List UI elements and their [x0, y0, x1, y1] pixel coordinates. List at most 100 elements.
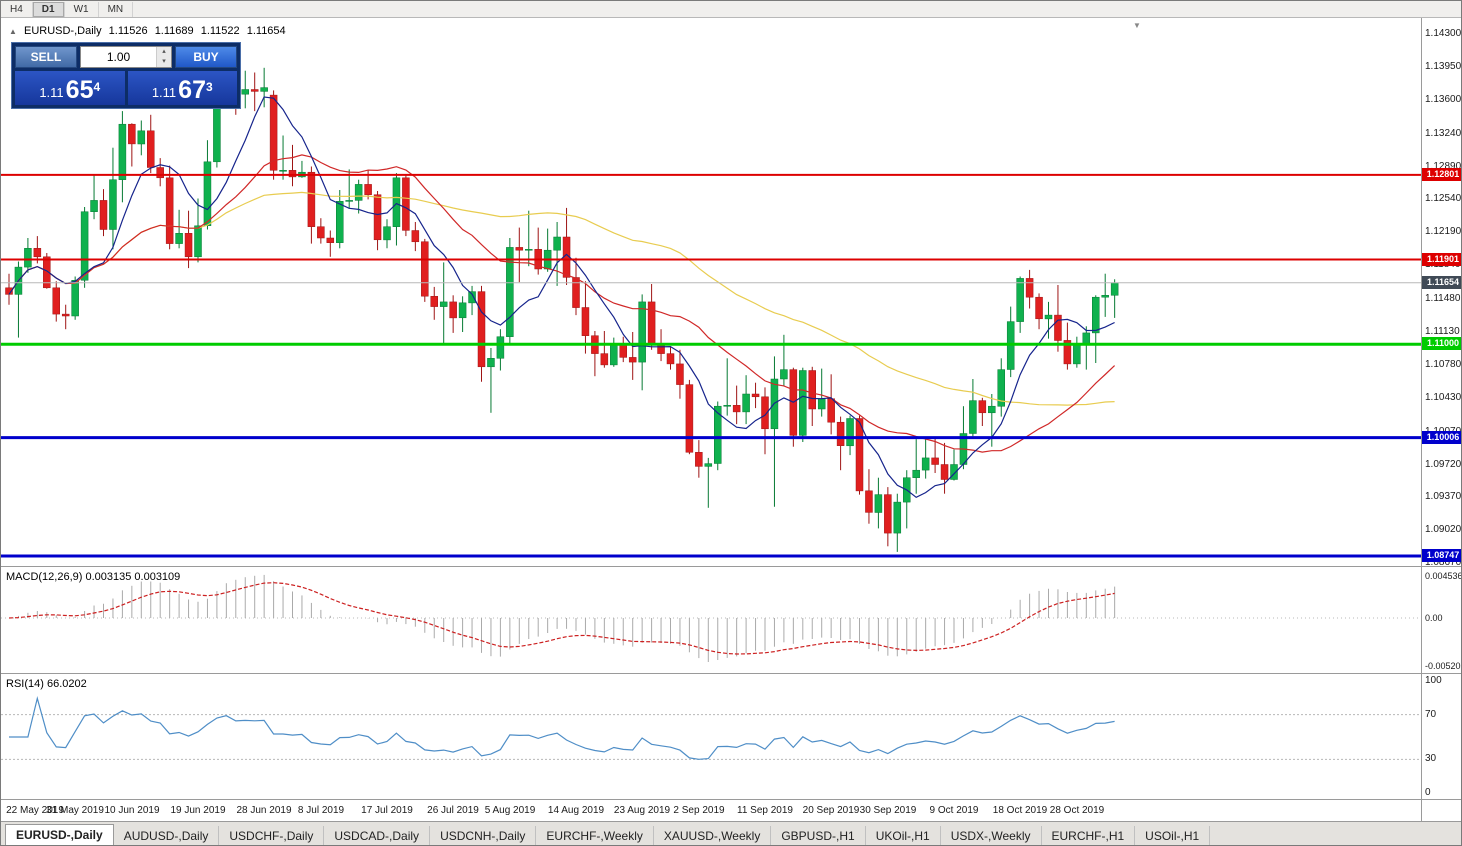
sell-price-pips: 65: [65, 76, 94, 104]
date-axis-label: 22 May 2019: [6, 805, 64, 816]
chart-tab-eurusd-daily[interactable]: EURUSD-,Daily: [5, 824, 114, 845]
rsi-axis-label: 100: [1425, 675, 1442, 686]
price-axis-label: 1.14300: [1425, 28, 1462, 39]
ohlc-high: 1.11689: [154, 25, 194, 37]
chart-title-bar: ▲ EURUSD-,Daily 1.11526 1.11689 1.11522 …: [9, 25, 290, 37]
date-axis-label: 28 Oct 2019: [1049, 805, 1105, 816]
price-axis-label: 1.11130: [1425, 326, 1460, 337]
timeframe-toolbar: H4 D1 W1 MN: [1, 1, 1461, 18]
chart-tab-audusd-daily[interactable]: AUDUSD-,Daily: [114, 826, 220, 845]
price-axis-label: 1.11480: [1425, 293, 1461, 304]
rsi-axis-label: 30: [1425, 753, 1437, 764]
price-axis-label: 1.09370: [1425, 491, 1462, 502]
macd-indicator-label: MACD(12,26,9) 0.003135 0.003109: [6, 571, 181, 583]
price-axis-label: 1.13600: [1425, 94, 1462, 105]
rsi-axis-label: 0: [1425, 787, 1431, 798]
chart-tab-usdx-weekly[interactable]: USDX-,Weekly: [941, 826, 1042, 845]
price-axis-column: 1.14300 1.13950 1.13600 1.13240 1.12890 1.125…: [1421, 18, 1462, 821]
panel-separator[interactable]: [1, 799, 1461, 800]
lot-size-input[interactable]: [81, 47, 156, 67]
price-axis-label: 1.10430: [1425, 392, 1462, 403]
price-tag-1.12801: 1.12801: [1422, 168, 1461, 181]
date-axis-label: 5 Aug 2019: [484, 805, 536, 816]
chart-tab-gbpusd-h1[interactable]: GBPUSD-,H1: [771, 826, 866, 845]
chart-tab-usoil-h1[interactable]: USOil-,H1: [1135, 826, 1211, 845]
date-axis-label: 26 Jul 2019: [427, 805, 479, 816]
chart-symbol-label: EURUSD-,Daily: [23, 25, 102, 37]
date-axis-label: 8 Jul 2019: [297, 805, 345, 816]
macd-axis-label: 0.00: [1425, 613, 1443, 623]
price-tag-1.11901: 1.11901: [1422, 253, 1461, 266]
collapse-trade-panel-icon[interactable]: ▲: [9, 27, 17, 36]
buy-price-fraction: 3: [205, 80, 213, 94]
price-axis-label: 1.12890: [1425, 161, 1462, 172]
ohlc-close: 1.11654: [246, 25, 286, 37]
price-tag-1.11000: 1.11000: [1422, 337, 1461, 350]
date-axis-label: 20 Sep 2019: [802, 805, 860, 816]
lot-size-control: ▴ ▾: [80, 46, 172, 68]
date-axis: 22 May 2019 31 May 2019 10 Jun 2019 19 Jun …: [1, 801, 1421, 821]
chart-tab-bar: EURUSD-,Daily AUDUSD-,Daily USDCHF-,Daily U…: [1, 821, 1461, 845]
rsi-panel-canvas[interactable]: [1, 675, 1421, 799]
price-chart-canvas[interactable]: [1, 18, 1421, 566]
chart-tab-xauusd-weekly[interactable]: XAUUSD-,Weekly: [654, 826, 772, 845]
date-axis-label: 18 Oct 2019: [992, 805, 1048, 816]
price-axis-label: 1.10780: [1425, 359, 1462, 370]
sell-button[interactable]: SELL: [15, 46, 77, 68]
price-axis-label: 1.13240: [1425, 128, 1462, 139]
ohlc-open: 1.11526: [108, 25, 148, 37]
chart-tab-eurchf-weekly[interactable]: EURCHF-,Weekly: [536, 826, 654, 845]
price-tag-1.10006: 1.10006: [1422, 431, 1461, 444]
one-click-trading-panel: SELL ▴ ▾ BUY 1.11 65 4 1.11: [11, 42, 241, 109]
date-axis-label: 17 Jul 2019: [361, 805, 413, 816]
sell-price-fraction: 4: [93, 80, 101, 94]
date-axis-label: 11 Sep 2019: [737, 805, 793, 816]
rsi-axis-label: 70: [1425, 709, 1437, 720]
chart-tab-ukoil-h1[interactable]: UKOil-,H1: [866, 826, 941, 845]
buy-price-base: 1.11: [151, 85, 177, 100]
chart-area: 1.14300 1.13950 1.13600 1.13240 1.12890 1.125…: [1, 18, 1462, 821]
ohlc-low: 1.11522: [200, 25, 240, 37]
date-axis-label: 19 Jun 2019: [170, 805, 226, 816]
price-axis-label: 1.09020: [1425, 524, 1462, 535]
timeframe-button-mn[interactable]: MN: [99, 1, 134, 17]
price-axis-label: 1.08670: [1425, 557, 1462, 568]
buy-price-pips: 67: [178, 76, 206, 104]
macd-panel-canvas[interactable]: [1, 568, 1421, 673]
sell-price-base: 1.11: [39, 85, 64, 100]
sell-price-display[interactable]: 1.11 65 4: [15, 71, 125, 105]
date-axis-label: 30 Sep 2019: [859, 805, 917, 816]
timeframe-button-w1[interactable]: W1: [65, 1, 99, 17]
date-axis-label: 9 Oct 2019: [929, 805, 979, 816]
panel-separator[interactable]: [1, 566, 1461, 567]
timeframe-button-h4[interactable]: H4: [1, 1, 33, 17]
price-axis-label: 1.13950: [1425, 61, 1462, 72]
lot-decrease-button[interactable]: ▾: [157, 57, 171, 67]
lot-increase-button[interactable]: ▴: [157, 47, 171, 57]
macd-axis-label: -0.005205: [1425, 661, 1462, 671]
rsi-indicator-label: RSI(14) 66.0202: [6, 678, 87, 690]
date-axis-label: 14 Aug 2019: [547, 805, 605, 816]
price-axis-label: 1.12540: [1425, 193, 1462, 204]
macd-axis-label: 0.004536: [1425, 571, 1462, 581]
chart-tab-usdcnh-daily[interactable]: USDCNH-,Daily: [430, 826, 537, 845]
chart-tab-usdcad-daily[interactable]: USDCAD-,Daily: [324, 826, 431, 845]
date-axis-label: 2 Sep 2019: [673, 805, 725, 816]
date-axis-label: 31 May 2019: [46, 805, 104, 816]
current-price-tag: 1.11654: [1422, 276, 1461, 289]
date-axis-label: 10 Jun 2019: [104, 805, 160, 816]
timeframe-button-d1[interactable]: D1: [32, 1, 65, 17]
panel-separator[interactable]: [1, 673, 1461, 674]
price-axis-label: 1.12190: [1425, 226, 1462, 237]
price-tag-1.08747: 1.08747: [1422, 549, 1461, 562]
chart-shift-marker-icon[interactable]: ▼: [1133, 21, 1141, 30]
buy-price-display[interactable]: 1.11 67 3: [127, 71, 237, 105]
chart-tab-eurchf-h1[interactable]: EURCHF-,H1: [1042, 826, 1136, 845]
buy-button[interactable]: BUY: [175, 46, 237, 68]
price-axis-label: 1.09720: [1425, 459, 1462, 470]
chart-tab-usdchf-daily[interactable]: USDCHF-,Daily: [219, 826, 325, 845]
date-axis-label: 23 Aug 2019: [613, 805, 671, 816]
lot-spinner: ▴ ▾: [156, 47, 171, 67]
date-axis-label: 28 Jun 2019: [236, 805, 292, 816]
